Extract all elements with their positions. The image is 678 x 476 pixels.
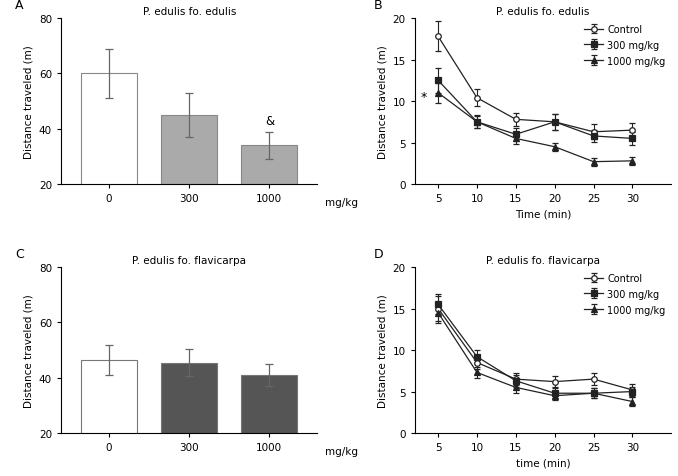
Text: mg/kg: mg/kg bbox=[325, 446, 359, 456]
Text: *: * bbox=[421, 91, 427, 104]
Text: A: A bbox=[15, 0, 23, 12]
Title: P. edulis fo. flavicarpa: P. edulis fo. flavicarpa bbox=[132, 255, 246, 265]
Title: P. edulis fo. edulis: P. edulis fo. edulis bbox=[496, 7, 590, 17]
Y-axis label: Distance traveled (m): Distance traveled (m) bbox=[377, 294, 387, 407]
Bar bbox=[241, 375, 298, 476]
Bar bbox=[161, 116, 217, 240]
Bar bbox=[161, 363, 217, 476]
Y-axis label: Distance traveled (m): Distance traveled (m) bbox=[377, 45, 387, 159]
Text: mg/kg: mg/kg bbox=[325, 198, 359, 208]
X-axis label: time (min): time (min) bbox=[516, 458, 570, 468]
Bar bbox=[81, 360, 137, 476]
Title: P. edulis fo. edulis: P. edulis fo. edulis bbox=[142, 7, 236, 17]
Bar bbox=[241, 146, 298, 240]
Title: P. edulis fo. flavicarpa: P. edulis fo. flavicarpa bbox=[486, 255, 600, 265]
Y-axis label: Distance traveled (m): Distance traveled (m) bbox=[23, 294, 33, 407]
Y-axis label: Distance traveled (m): Distance traveled (m) bbox=[23, 45, 33, 159]
Text: D: D bbox=[374, 248, 384, 260]
Text: C: C bbox=[15, 248, 24, 260]
Text: B: B bbox=[374, 0, 382, 12]
Text: &: & bbox=[265, 115, 274, 128]
Legend: Control, 300 mg/kg, 1000 mg/kg: Control, 300 mg/kg, 1000 mg/kg bbox=[580, 21, 669, 70]
X-axis label: Time (min): Time (min) bbox=[515, 209, 571, 219]
Bar bbox=[81, 74, 137, 240]
Legend: Control, 300 mg/kg, 1000 mg/kg: Control, 300 mg/kg, 1000 mg/kg bbox=[580, 269, 669, 319]
